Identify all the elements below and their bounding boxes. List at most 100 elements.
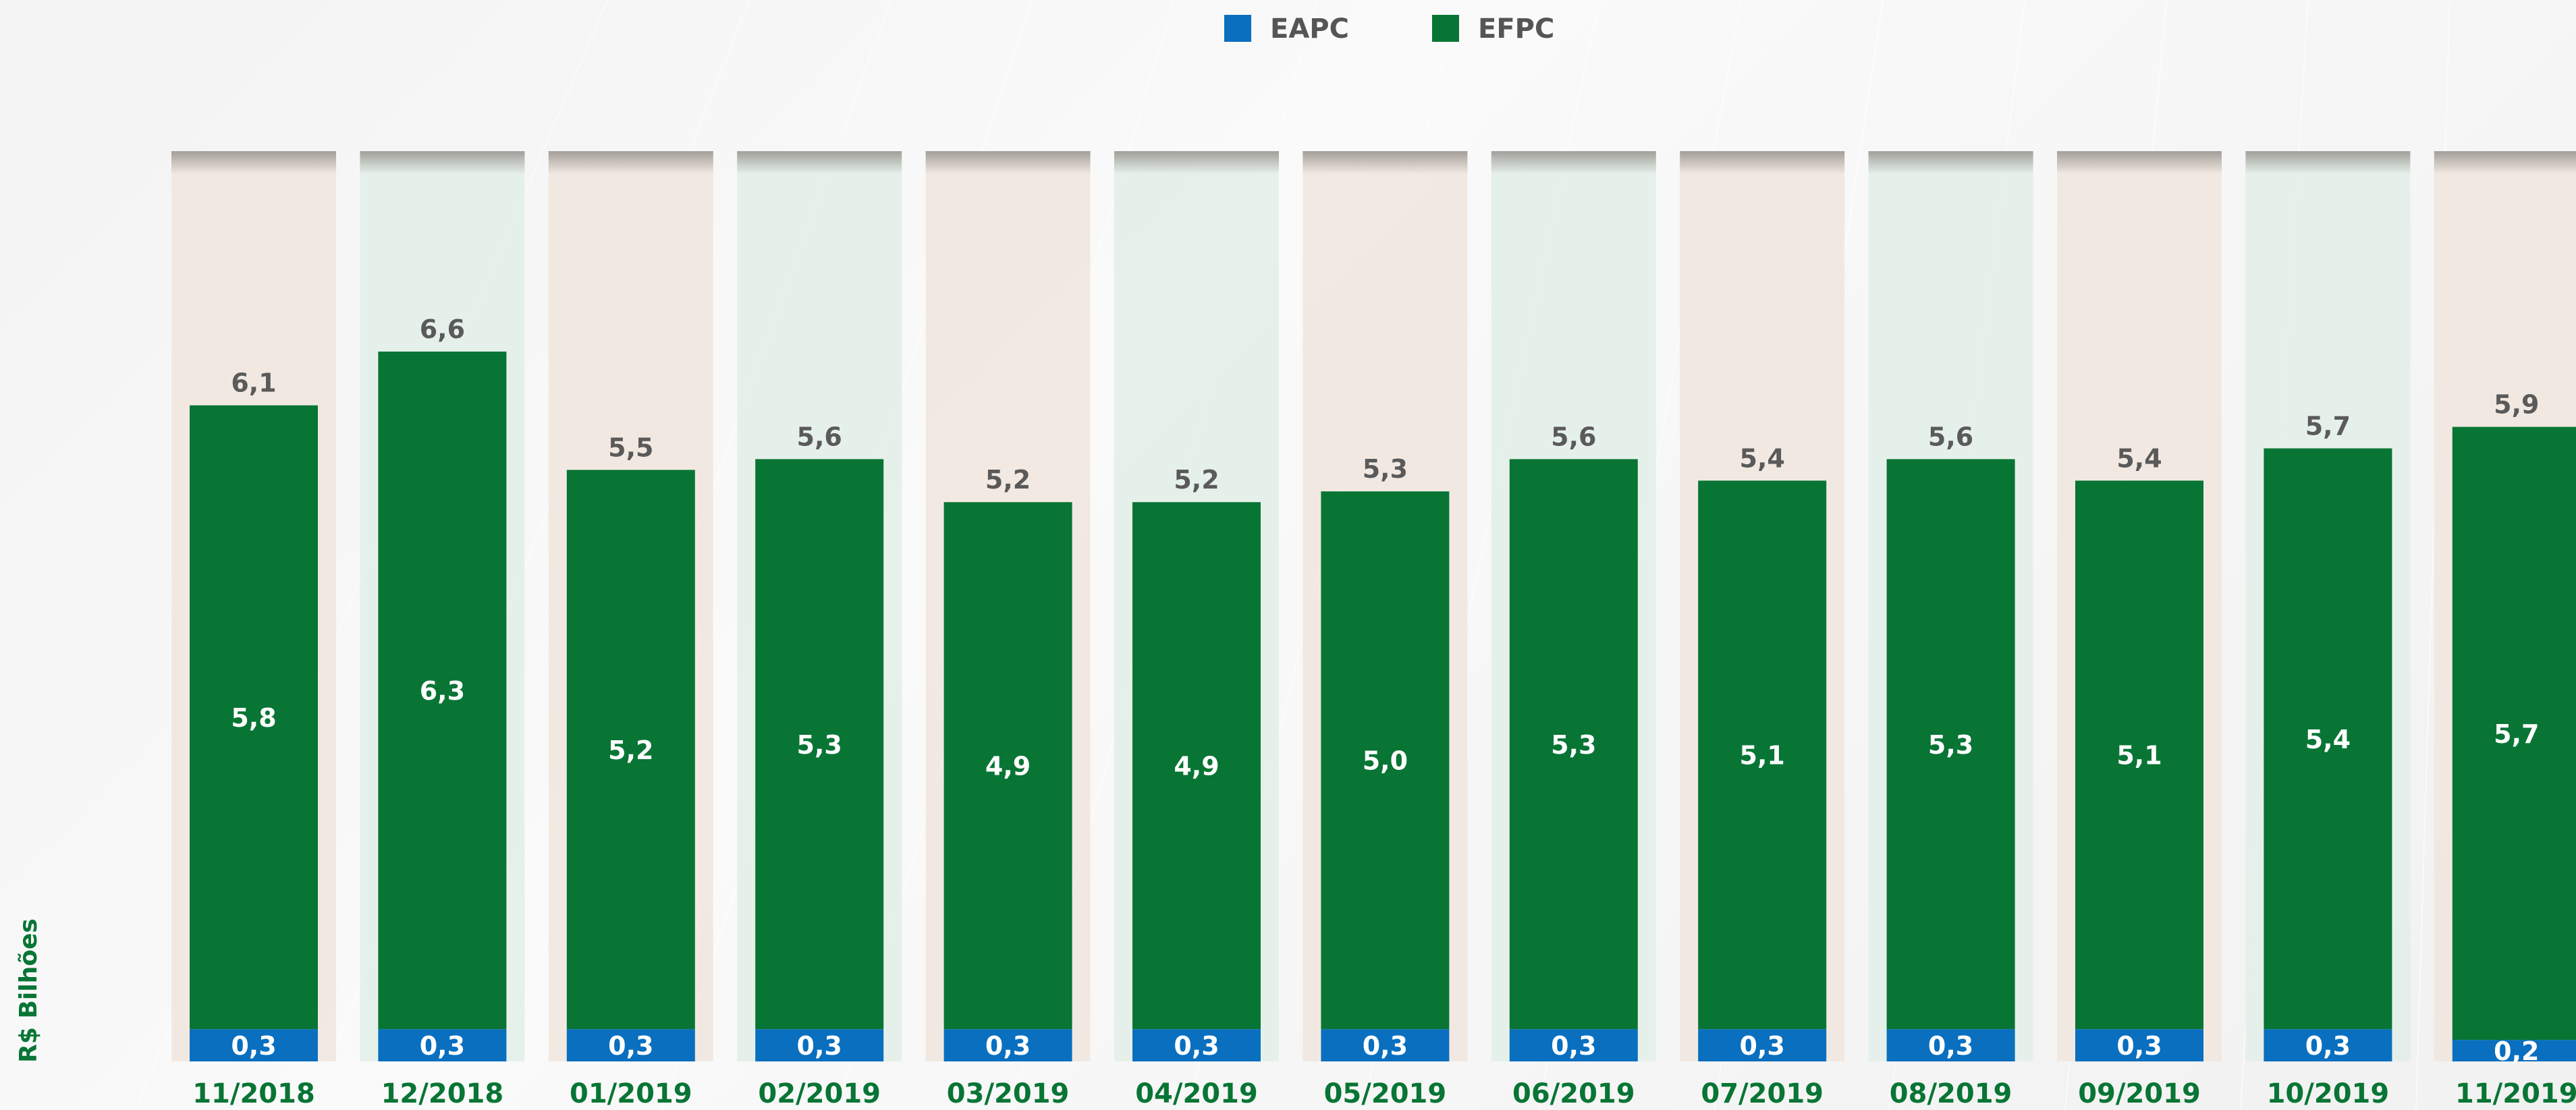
data-label-eapc: 0,3 <box>1740 1031 1785 1061</box>
bar-eapc <box>566 1029 695 1061</box>
bar-group: 0,3 4,9 5,2 03/2019 <box>925 151 1091 1109</box>
legend-label: EFPC <box>1478 13 1554 45</box>
data-label-eapc: 0,3 <box>2305 1031 2351 1061</box>
column-panel-top-shade <box>360 151 525 174</box>
bar-group: 0,3 5,3 5,6 08/2019 <box>1868 151 2033 1109</box>
bar-efpc <box>1132 502 1261 1030</box>
data-label-efpc: 5,4 <box>2305 725 2351 754</box>
x-tick-label: 03/2019 <box>947 1078 1070 1109</box>
bar-efpc <box>1509 459 1638 1030</box>
bar-eapc <box>1509 1029 1638 1061</box>
data-label-efpc: 5,0 <box>1363 746 1408 776</box>
x-tick-label: 08/2019 <box>1890 1078 2012 1109</box>
legend-label: EAPC <box>1270 13 1349 45</box>
bar-efpc <box>1321 491 1450 1030</box>
x-tick-label: 06/2019 <box>1512 1078 1635 1109</box>
bar-efpc <box>755 459 884 1030</box>
legend-swatch <box>1224 15 1251 42</box>
bar-efpc <box>1886 459 2015 1030</box>
data-label-eapc: 0,3 <box>2116 1031 2162 1061</box>
legend-swatch <box>1432 15 1459 42</box>
data-label-eapc: 0,3 <box>1928 1031 1973 1061</box>
data-label-efpc: 5,1 <box>1740 741 1785 771</box>
bar-group: 0,3 5,8 6,1 11/2018 <box>171 151 336 1109</box>
bar-eapc <box>378 1029 507 1061</box>
data-label-efpc: 5,3 <box>1551 730 1596 760</box>
legend-item: EFPC <box>1432 13 1554 45</box>
column-panel-top-shade <box>1491 151 1656 174</box>
column-panel-top-shade <box>2434 151 2576 174</box>
column-panel-top-shade <box>171 151 336 174</box>
bar-efpc <box>1698 480 1827 1030</box>
bar-eapc <box>1321 1029 1450 1061</box>
bar-efpc <box>378 352 507 1030</box>
x-tick-label: 04/2019 <box>1135 1078 1258 1109</box>
data-label-eapc: 0,3 <box>231 1031 276 1061</box>
data-label-eapc: 0,3 <box>608 1031 653 1061</box>
column-panel-top-shade <box>1303 151 1468 174</box>
bar-group: 0,3 5,2 5,5 01/2019 <box>548 151 713 1109</box>
bar-efpc <box>2264 448 2392 1030</box>
data-label-eapc: 0,2 <box>2494 1036 2539 1066</box>
column-panel-top-shade <box>2245 151 2411 174</box>
column-panel-top-shade <box>1868 151 2033 174</box>
bar-eapc <box>755 1029 884 1061</box>
column-panel-top-shade <box>925 151 1091 174</box>
data-label-eapc: 0,3 <box>985 1031 1031 1061</box>
bar-group: 0,3 4,9 5,2 04/2019 <box>1114 151 1279 1109</box>
data-label-total: 5,4 <box>1740 443 1785 473</box>
x-tick-label: 09/2019 <box>2078 1078 2201 1109</box>
bar-efpc <box>2075 480 2203 1030</box>
bar-efpc <box>566 470 695 1030</box>
bar-group: 0,3 5,4 5,7 10/2019 <box>2245 151 2411 1109</box>
data-label-total: 5,2 <box>985 465 1031 495</box>
data-label-eapc: 0,3 <box>420 1031 465 1061</box>
y-axis-label: R$ Bilhões <box>15 918 43 1063</box>
column-panel-top-shade <box>1680 151 1845 174</box>
bar-group: 0,3 5,1 5,4 09/2019 <box>2057 151 2222 1109</box>
bar-eapc <box>1132 1029 1261 1061</box>
data-label-total: 5,7 <box>2305 411 2351 441</box>
data-label-total: 5,6 <box>1551 422 1596 451</box>
data-label-efpc: 5,7 <box>2494 719 2539 749</box>
bar-eapc <box>190 1029 318 1061</box>
x-tick-label: 11/2018 <box>192 1078 315 1109</box>
data-label-efpc: 5,3 <box>797 730 842 760</box>
data-label-efpc: 4,9 <box>1174 752 1219 781</box>
bar-group: 0,2 5,7 5,9 11/2019 <box>2434 151 2576 1109</box>
x-tick-label: 10/2019 <box>2267 1078 2390 1109</box>
data-label-eapc: 0,3 <box>797 1031 842 1061</box>
bar-eapc <box>2264 1029 2392 1061</box>
data-label-efpc: 5,2 <box>608 736 653 765</box>
x-tick-label: 07/2019 <box>1701 1078 1824 1109</box>
bar-efpc <box>2452 426 2576 1040</box>
data-label-total: 5,6 <box>1928 422 1973 451</box>
legend: EAPC EFPC <box>1224 13 1554 45</box>
bar-efpc <box>943 502 1072 1030</box>
bar-eapc <box>1886 1029 2015 1061</box>
bar-eapc <box>2075 1029 2203 1061</box>
data-label-efpc: 4,9 <box>985 752 1031 781</box>
bar-eapc <box>943 1029 1072 1061</box>
data-label-total: 5,4 <box>2116 443 2162 473</box>
x-tick-label: 02/2019 <box>758 1078 881 1109</box>
data-label-efpc: 5,3 <box>1928 730 1973 760</box>
data-label-eapc: 0,3 <box>1174 1031 1219 1061</box>
x-tick-label: 01/2019 <box>570 1078 692 1109</box>
data-label-total: 5,5 <box>608 433 653 462</box>
data-label-eapc: 0,3 <box>1551 1031 1596 1061</box>
data-label-total: 6,1 <box>231 368 276 398</box>
x-tick-label: 11/2019 <box>2455 1078 2576 1109</box>
bar-group: 0,3 5,0 5,3 05/2019 <box>1303 151 1468 1109</box>
bar-group: 0,3 5,1 5,4 07/2019 <box>1680 151 1845 1109</box>
data-label-eapc: 0,3 <box>1363 1031 1408 1061</box>
x-tick-label: 12/2018 <box>381 1078 504 1109</box>
data-label-total: 5,6 <box>797 422 842 451</box>
data-label-efpc: 5,1 <box>2116 741 2162 771</box>
column-panel-top-shade <box>1114 151 1279 174</box>
column-panel-top-shade <box>2057 151 2222 174</box>
column-panel-top-shade <box>548 151 713 174</box>
data-label-efpc: 5,8 <box>231 703 276 733</box>
data-label-total: 5,3 <box>1363 454 1408 484</box>
